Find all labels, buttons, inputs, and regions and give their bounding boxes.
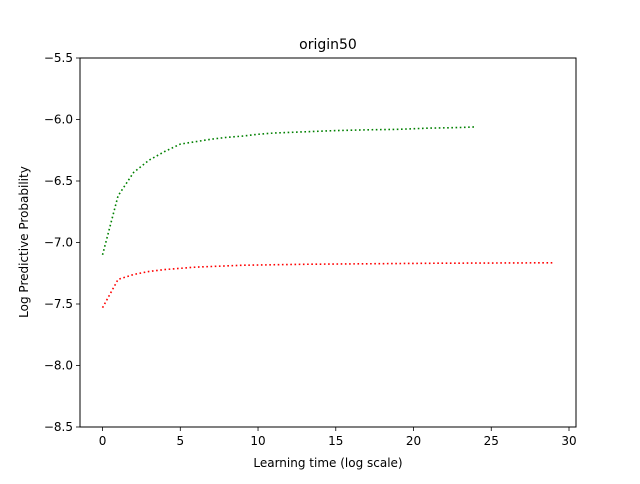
y-tick-label: −7.0 (44, 236, 73, 250)
x-tick-label: 25 (484, 434, 499, 448)
series-line-1 (101, 126, 476, 256)
axes-frame (79, 57, 577, 428)
y-tick-label: −5.5 (44, 51, 73, 65)
x-tick-label: 0 (99, 434, 107, 448)
x-tick-label: 30 (561, 434, 576, 448)
x-axis: 0 5 10 15 20 25 30 (99, 427, 577, 448)
y-tick-label: −7.5 (44, 297, 73, 311)
y-tick-label: −6.5 (44, 174, 73, 188)
x-tick-label: 5 (176, 434, 184, 448)
series-line-2 (101, 261, 554, 309)
plot-area (101, 126, 554, 309)
y-tick-label: −8.5 (44, 420, 73, 434)
x-axis-label: Learning time (log scale) (253, 456, 402, 470)
chart-title: origin50 (299, 37, 357, 53)
y-axis: −5.5 −6.0 −6.5 −7.0 −7.5 −8.0 −8.5 (44, 51, 80, 434)
y-axis-label: Log Predictive Probability (17, 166, 31, 318)
x-tick-label: 15 (328, 434, 343, 448)
x-tick-label: 10 (250, 434, 265, 448)
y-tick-label: −8.0 (44, 359, 73, 373)
x-tick-label: 20 (406, 434, 421, 448)
y-tick-label: −6.0 (44, 113, 73, 127)
